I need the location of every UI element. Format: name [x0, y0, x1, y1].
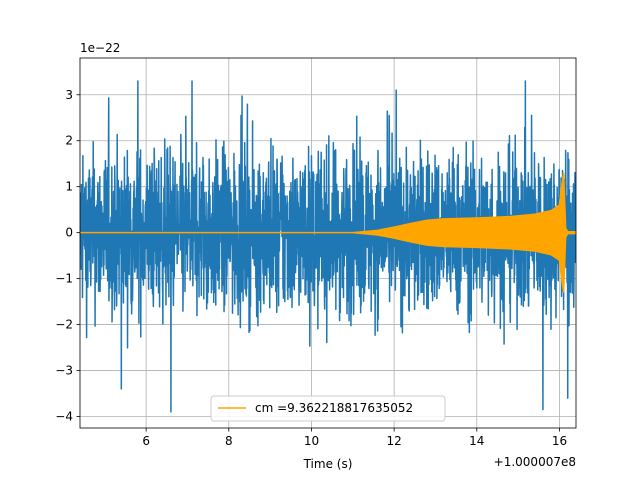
y-tick-label: −4: [55, 410, 73, 424]
x-offset-label: +1.000007e8: [494, 455, 576, 469]
y-tick-label: 2: [65, 134, 73, 148]
y-tick-label: −1: [55, 272, 73, 286]
series-chirp-line: [80, 172, 576, 293]
x-axis-label: Time (s): [303, 457, 353, 471]
y-tick-label: −3: [55, 364, 73, 378]
y-tick-label: 1: [65, 180, 73, 194]
x-tick-label: 8: [225, 434, 233, 448]
y-scale-label: 1e−22: [80, 41, 120, 55]
legend: cm =9.362218817635052: [210, 395, 446, 422]
x-tick-label: 16: [552, 434, 567, 448]
y-tick-label: 3: [65, 88, 73, 102]
y-tick-label: 0: [65, 226, 73, 240]
legend-box: [210, 395, 446, 422]
y-axis: −4 −3 −2 −1 0 1 2 3: [55, 88, 80, 424]
x-axis: 6 8 10 12 14 16: [142, 428, 567, 448]
x-tick-label: 14: [469, 434, 484, 448]
y-tick-label: −2: [55, 318, 73, 332]
x-tick-label: 12: [386, 434, 401, 448]
plot-frame: [79, 57, 577, 429]
x-tick-label: 6: [142, 434, 150, 448]
legend-label-chirp: cm =9.362218817635052: [255, 401, 413, 415]
x-tick-label: 10: [304, 434, 319, 448]
